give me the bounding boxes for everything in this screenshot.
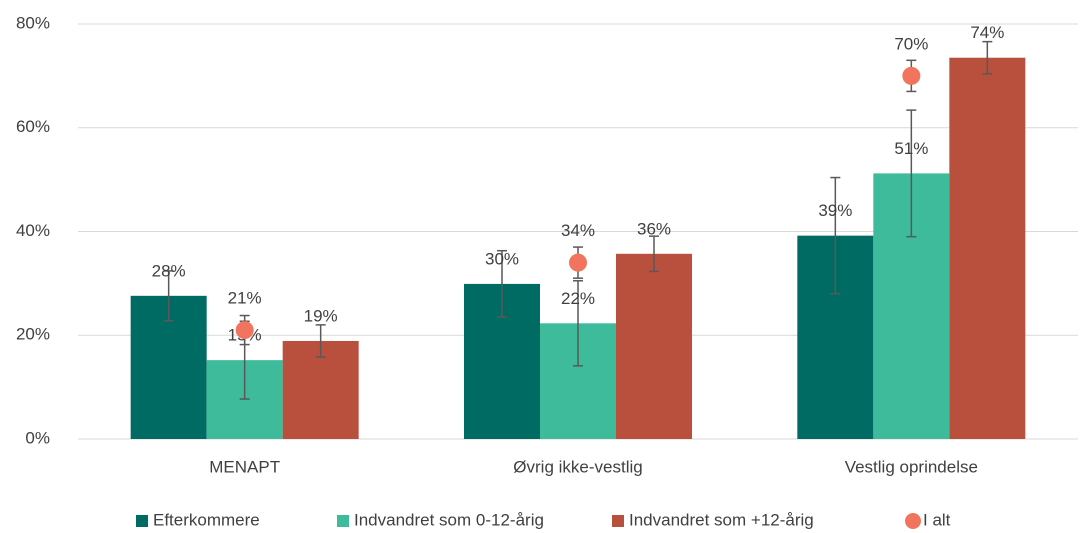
x-tick-label: Øvrig ikke-vestlig	[513, 457, 642, 476]
dot	[569, 253, 587, 272]
error-bar	[830, 176, 841, 295]
x-tick-label: MENAPT	[209, 457, 280, 476]
bar	[616, 253, 692, 439]
legend-label: Indvandret som +12-årig	[629, 510, 814, 529]
data-label: 28%	[152, 261, 186, 280]
data-label: 51%	[894, 139, 928, 158]
y-tick-label: 60%	[16, 117, 50, 136]
error-bar	[906, 109, 917, 238]
data-label: 21%	[228, 289, 262, 308]
legend-label: I alt	[923, 510, 951, 529]
data-label: 36%	[637, 219, 671, 238]
legend-marker	[136, 515, 148, 527]
data-label: 22%	[561, 289, 595, 308]
error-bar	[649, 235, 659, 273]
error-bar	[315, 324, 326, 358]
legend-marker	[337, 515, 349, 527]
legend-label: Indvandret som 0-12-årig	[354, 510, 544, 529]
legend-marker	[905, 513, 921, 529]
y-tick-label: 20%	[16, 325, 50, 344]
data-label: 19%	[304, 306, 338, 325]
data-label: 70%	[894, 34, 928, 53]
bar	[949, 57, 1026, 439]
data-label: 74%	[970, 23, 1004, 42]
dot	[902, 66, 921, 85]
legend-marker	[612, 515, 624, 527]
error-bar	[573, 280, 583, 367]
legend-label: Efterkommere	[153, 510, 260, 529]
error-bar	[982, 40, 993, 75]
data-label: 34%	[561, 221, 595, 240]
data-label: 30%	[485, 249, 519, 268]
y-tick-label: 0%	[25, 428, 50, 447]
y-tick-label: 80%	[16, 13, 50, 32]
data-label: 39%	[818, 201, 852, 220]
dot	[235, 321, 254, 340]
y-tick-label: 40%	[16, 221, 50, 240]
x-tick-label: Vestlig oprindelse	[845, 457, 978, 476]
error-bar	[497, 249, 507, 318]
error-bar	[163, 270, 174, 322]
